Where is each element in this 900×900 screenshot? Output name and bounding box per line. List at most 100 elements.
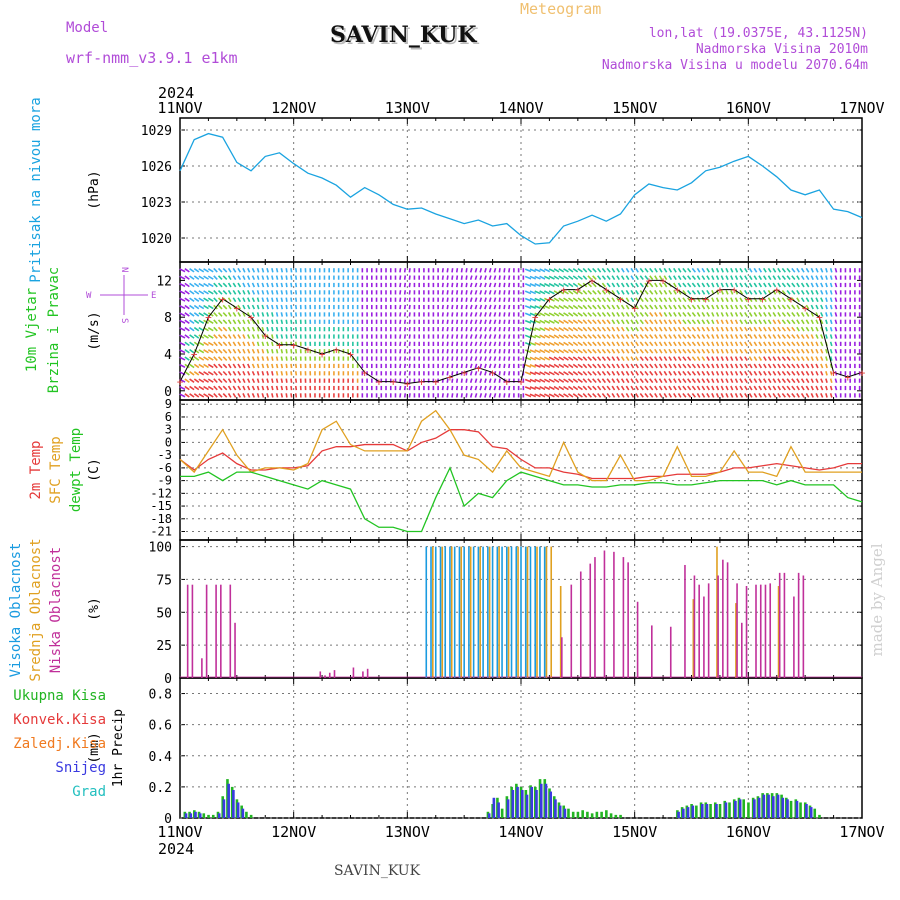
wind-barb bbox=[460, 275, 463, 280]
wind-barb bbox=[611, 289, 616, 295]
wind-barb bbox=[711, 370, 715, 376]
wind-barb bbox=[829, 304, 833, 310]
wind-barb bbox=[673, 334, 677, 339]
wind-barb bbox=[207, 319, 214, 324]
wind-barb bbox=[455, 290, 459, 295]
wind-barb bbox=[639, 289, 644, 295]
wind-barb bbox=[682, 370, 687, 376]
wind-barb bbox=[616, 326, 620, 332]
wind-barb bbox=[639, 275, 644, 281]
wind-barb bbox=[687, 334, 692, 339]
wind-barb bbox=[767, 348, 772, 354]
y-tick-label: 0 bbox=[164, 672, 172, 687]
wind-barb bbox=[403, 326, 407, 332]
wind-barb bbox=[673, 378, 677, 384]
wind-barb bbox=[815, 356, 819, 361]
wind-barb bbox=[644, 385, 649, 391]
wind-barb bbox=[682, 304, 687, 310]
wind-barb bbox=[715, 385, 720, 391]
wind-barb bbox=[189, 371, 195, 376]
wind-barb bbox=[189, 282, 195, 288]
wind-title: 10m Vjetar bbox=[24, 288, 40, 372]
wind-barb bbox=[625, 275, 630, 281]
wind-barb bbox=[193, 348, 200, 354]
wind-barb bbox=[227, 370, 232, 376]
wind-barb bbox=[720, 267, 724, 273]
wind-barb bbox=[677, 334, 682, 339]
wind-barb bbox=[534, 356, 541, 361]
wind-barb bbox=[673, 304, 677, 310]
wind-barb bbox=[592, 385, 597, 391]
wind-barb bbox=[725, 312, 729, 317]
wind-barb bbox=[446, 349, 449, 354]
total-precip-bar bbox=[709, 804, 712, 818]
wind-barb bbox=[534, 290, 541, 295]
total-precip-bar bbox=[818, 814, 821, 818]
wind-barb bbox=[739, 370, 744, 376]
wind-barb bbox=[649, 289, 654, 295]
wind-barb bbox=[796, 282, 800, 288]
wind-barb bbox=[460, 334, 463, 339]
wind-barb bbox=[493, 371, 497, 376]
wind-barb bbox=[503, 385, 506, 391]
wind-barb bbox=[748, 334, 753, 339]
wind-barb bbox=[616, 304, 620, 310]
wind-barb bbox=[408, 268, 411, 273]
snow-bar bbox=[184, 813, 188, 818]
wind-barb bbox=[758, 363, 763, 369]
wind-barb bbox=[601, 319, 606, 325]
wind-barb bbox=[503, 304, 506, 310]
wind-barb bbox=[630, 289, 635, 295]
wind-barb bbox=[734, 282, 739, 288]
wind-barb bbox=[446, 385, 449, 391]
wind-barb bbox=[682, 319, 687, 325]
wind-barb bbox=[825, 356, 828, 361]
wind-barb bbox=[744, 370, 748, 376]
wind-barb bbox=[786, 385, 791, 391]
wind-barb bbox=[563, 371, 569, 376]
wind-barb bbox=[285, 312, 288, 317]
wind-barb bbox=[275, 356, 279, 361]
wind-barb bbox=[800, 348, 805, 354]
wind-barb bbox=[408, 385, 411, 391]
wind-barb bbox=[696, 319, 701, 325]
y-tick-label: 25 bbox=[156, 639, 172, 654]
wind-barb bbox=[441, 393, 444, 398]
wind-barb bbox=[706, 370, 710, 376]
dewpoint-line bbox=[180, 466, 863, 533]
wind-barb bbox=[266, 385, 269, 391]
wind-barb bbox=[222, 348, 228, 354]
wind-barb bbox=[474, 356, 478, 361]
wind-barb bbox=[673, 297, 677, 303]
wind-barb bbox=[720, 304, 724, 310]
wind-barb bbox=[465, 290, 468, 295]
wind-barb bbox=[663, 378, 668, 384]
wind-barb bbox=[805, 363, 810, 369]
wind-barb bbox=[399, 385, 402, 391]
wind-barb bbox=[820, 282, 824, 288]
wind-barb bbox=[592, 267, 597, 273]
wind-speed-marker: + bbox=[816, 311, 823, 324]
wind-barb bbox=[805, 393, 810, 398]
wind-barb bbox=[635, 348, 639, 354]
snow-bar bbox=[682, 808, 685, 818]
wind-barb bbox=[734, 385, 739, 391]
wind-barb bbox=[691, 341, 696, 347]
wind-barb bbox=[455, 349, 459, 354]
wind-barb bbox=[673, 348, 677, 354]
wind-barb bbox=[232, 334, 237, 339]
wind-barb bbox=[508, 334, 511, 339]
wind-barb bbox=[508, 363, 511, 369]
wind-speed-marker: + bbox=[177, 376, 184, 389]
wind-barb bbox=[285, 385, 288, 391]
wind-barb bbox=[572, 393, 579, 398]
wind-barb bbox=[696, 312, 701, 317]
wind-barb bbox=[242, 341, 246, 347]
wind-barb bbox=[256, 348, 260, 354]
y-tick-label: 0 bbox=[165, 435, 172, 449]
wind-barb bbox=[408, 378, 411, 383]
wind-barb bbox=[597, 378, 602, 384]
wind-barb bbox=[696, 356, 701, 361]
